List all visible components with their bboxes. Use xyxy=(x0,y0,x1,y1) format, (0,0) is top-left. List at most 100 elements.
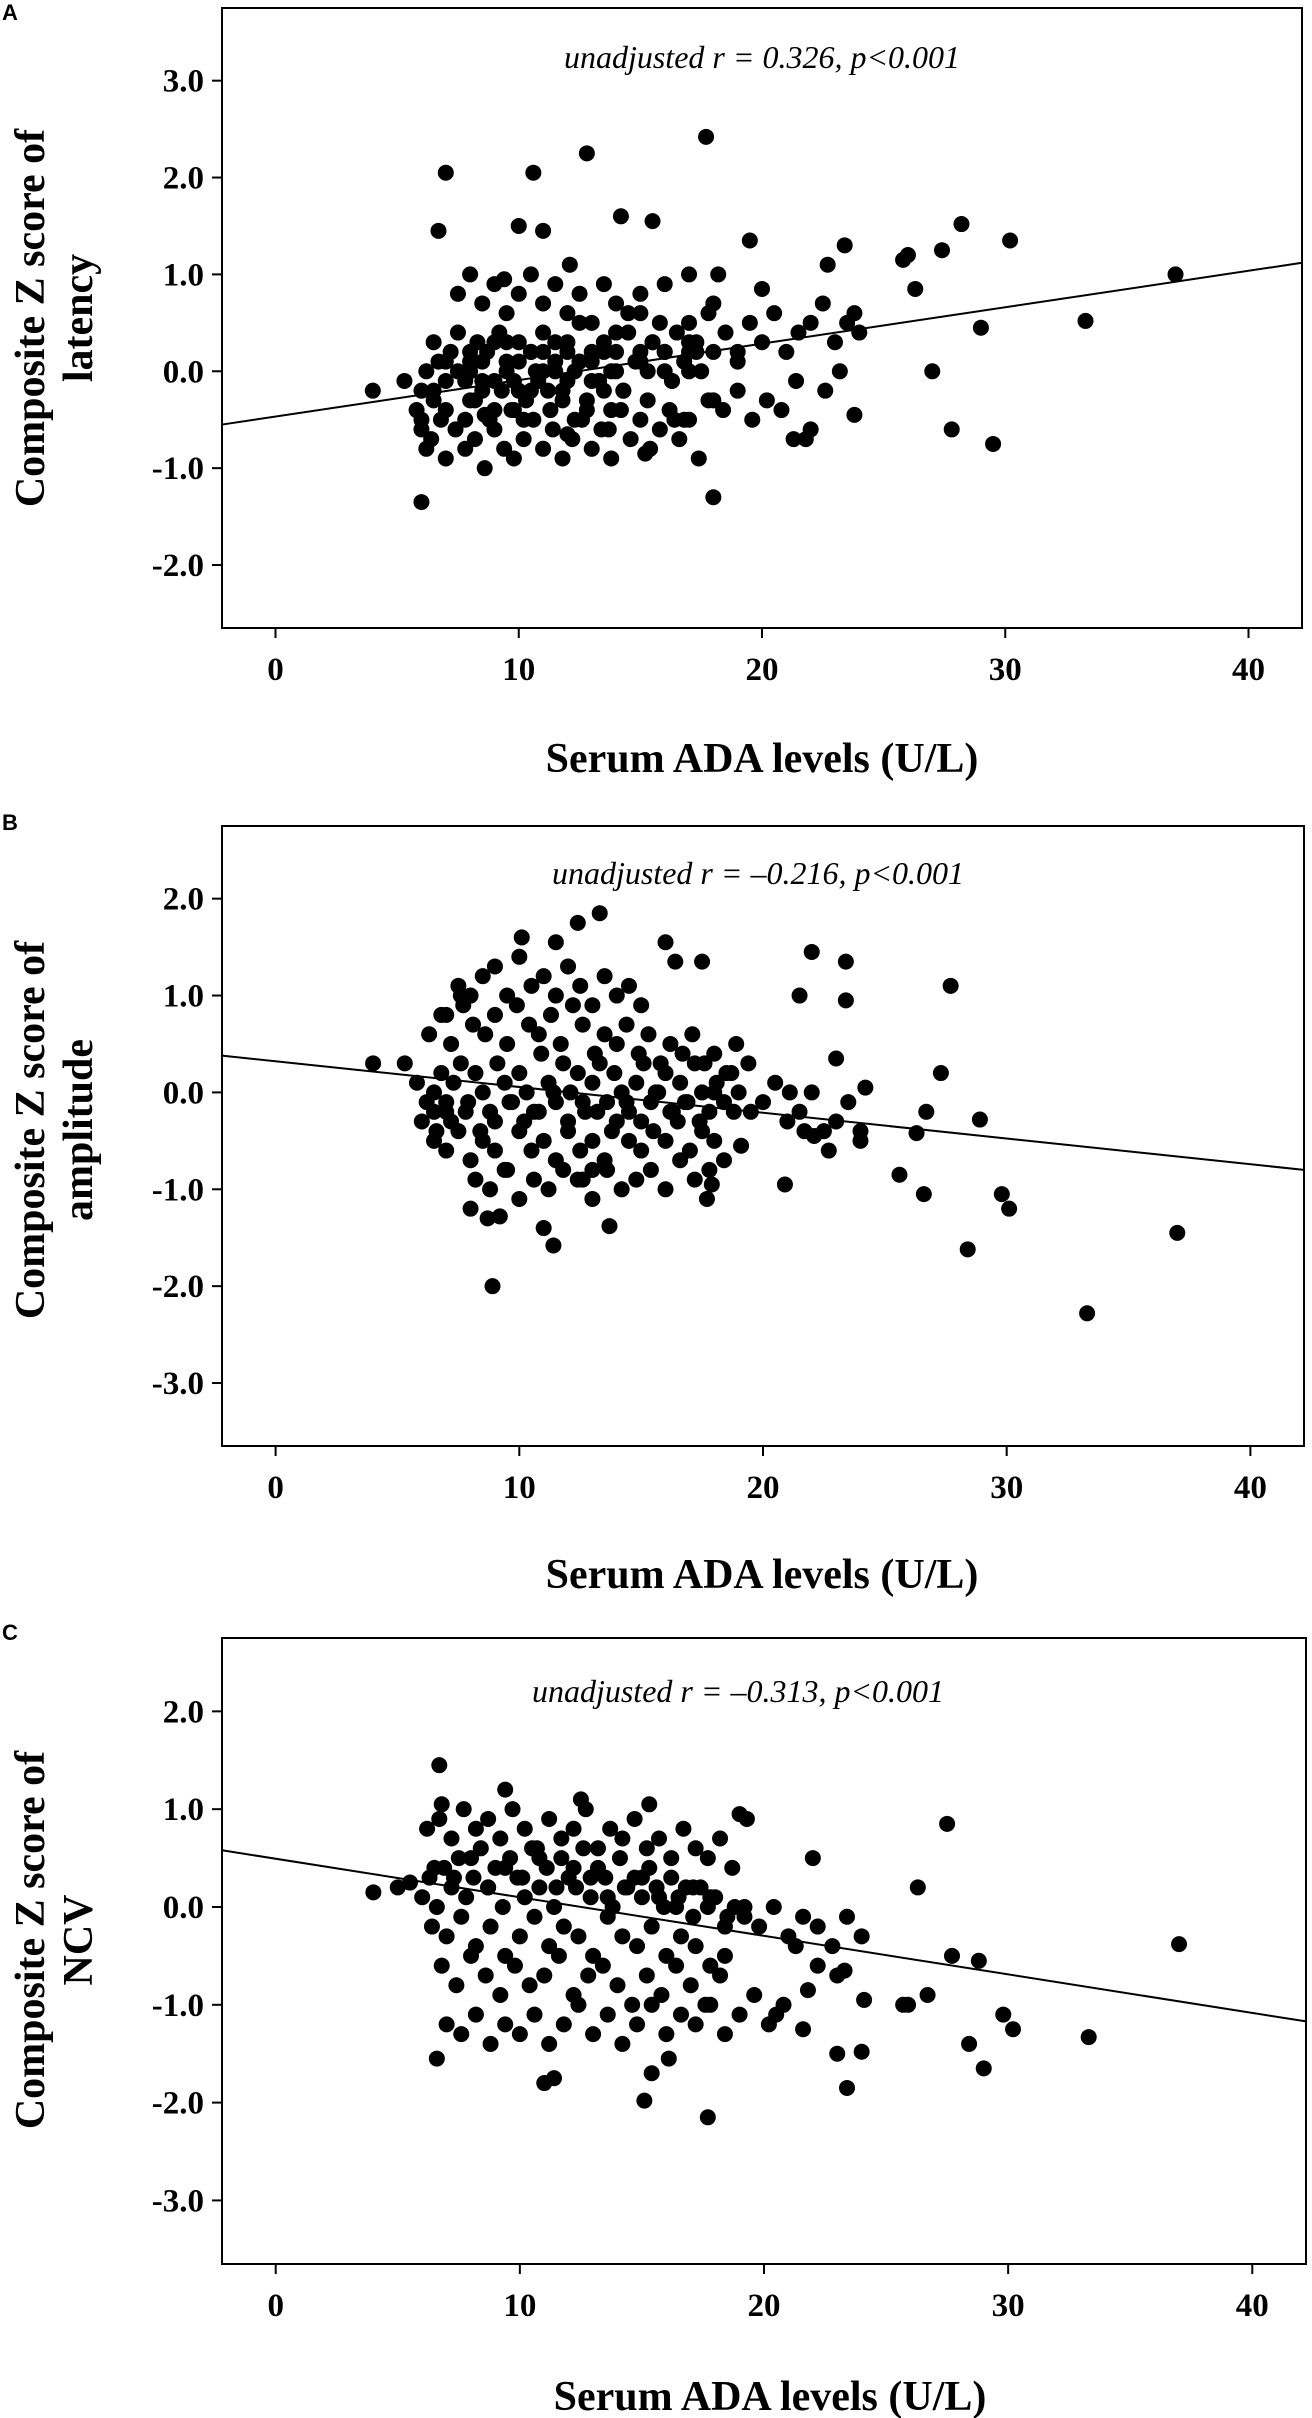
data-point xyxy=(547,934,564,951)
data-point xyxy=(953,216,970,233)
data-point xyxy=(474,295,491,312)
data-points xyxy=(221,128,1303,511)
data-point xyxy=(428,2050,445,2067)
data-point xyxy=(418,363,435,380)
data-point xyxy=(585,2026,602,2043)
stat-annotation: unadjusted r = 0.326, p<0.001 xyxy=(564,39,960,75)
data-point xyxy=(971,1111,988,1128)
data-point xyxy=(609,1977,626,1994)
data-point xyxy=(496,440,513,457)
data-point xyxy=(571,285,588,302)
data-point xyxy=(852,1132,869,1149)
data-point xyxy=(668,1957,685,1974)
data-point xyxy=(733,1137,750,1154)
data-point xyxy=(790,324,807,341)
data-point xyxy=(437,450,454,467)
data-point xyxy=(633,1113,650,1130)
data-point xyxy=(803,943,820,960)
x-tick-label: 30 xyxy=(990,1470,1023,1506)
data-point xyxy=(510,353,527,370)
data-point xyxy=(643,1918,660,1935)
data-point xyxy=(716,1152,733,1169)
data-point xyxy=(535,343,552,360)
data-point xyxy=(413,411,430,428)
data-point xyxy=(644,334,661,351)
data-point xyxy=(647,1084,664,1101)
data-point xyxy=(608,343,625,360)
data-point xyxy=(574,1016,591,1033)
data-point xyxy=(856,1991,873,2008)
data-point xyxy=(425,382,442,399)
data-point xyxy=(467,1171,484,1188)
data-point xyxy=(651,314,668,331)
data-point xyxy=(668,1898,685,1915)
panel-a: A unadjusted r = 0.326, p<0.001 Composit… xyxy=(2,0,1303,782)
data-point xyxy=(628,1171,645,1188)
data-point xyxy=(706,1084,723,1101)
data-point xyxy=(476,406,493,423)
y-axis-title: Composite Z score of amplitude xyxy=(8,940,102,1319)
data-point xyxy=(443,1830,460,1847)
data-point xyxy=(620,1132,637,1149)
data-point xyxy=(602,1820,619,1837)
data-point xyxy=(851,324,868,341)
data-point xyxy=(437,372,454,389)
data-point xyxy=(595,276,612,293)
data-point xyxy=(744,411,761,428)
data-point xyxy=(433,1065,450,1082)
data-point xyxy=(640,1026,657,1043)
data-point xyxy=(489,1055,506,1072)
data-point xyxy=(959,1241,976,1258)
data-point xyxy=(466,392,483,409)
data-point xyxy=(694,1084,711,1101)
data-point xyxy=(497,1947,514,1964)
data-point xyxy=(523,977,540,994)
data-point xyxy=(535,1132,552,1149)
data-point xyxy=(795,2021,812,2038)
data-point xyxy=(632,411,649,428)
data-point xyxy=(474,1084,491,1101)
data-point xyxy=(522,266,539,283)
data-point xyxy=(492,1987,509,2004)
data-point xyxy=(516,1889,533,1906)
data-point xyxy=(672,1152,689,1169)
data-point xyxy=(608,987,625,1004)
data-point xyxy=(681,363,698,380)
data-point xyxy=(462,1200,479,1217)
data-point xyxy=(545,1084,562,1101)
data-point xyxy=(452,1055,469,1072)
data-point xyxy=(535,222,552,239)
data-point xyxy=(522,382,539,399)
data-point xyxy=(572,1142,589,1159)
x-tick-label: 20 xyxy=(747,1470,780,1506)
data-point xyxy=(908,1125,925,1142)
data-point xyxy=(932,1065,949,1082)
data-point xyxy=(525,164,542,181)
data-point xyxy=(681,1142,698,1159)
data-point xyxy=(633,1889,650,1906)
data-point xyxy=(554,450,571,467)
data-point xyxy=(552,1035,569,1052)
data-point xyxy=(535,295,552,312)
data-point xyxy=(638,1967,655,1984)
data-point xyxy=(660,2050,677,2067)
data-point xyxy=(589,1840,606,1857)
data-point xyxy=(658,2026,675,2043)
data-point xyxy=(624,1996,641,2013)
y-tick-label: 1.0 xyxy=(163,1792,204,1828)
data-point xyxy=(995,2006,1012,2023)
data-point xyxy=(765,1898,782,1915)
data-point xyxy=(550,1947,567,1964)
data-point xyxy=(525,411,542,428)
data-point xyxy=(795,1908,812,1925)
data-point xyxy=(541,1810,558,1827)
data-point xyxy=(698,1190,715,1207)
data-point xyxy=(476,460,493,477)
data-point xyxy=(486,372,503,389)
data-point xyxy=(494,1898,511,1915)
data-point xyxy=(681,343,698,360)
data-point xyxy=(608,295,625,312)
y-tick-label: 3.0 xyxy=(163,64,204,100)
y-tick-label: -3.0 xyxy=(152,2183,204,2219)
panel-b: B unadjusted r = –0.216, p<0.001 Composi… xyxy=(2,810,1305,1598)
